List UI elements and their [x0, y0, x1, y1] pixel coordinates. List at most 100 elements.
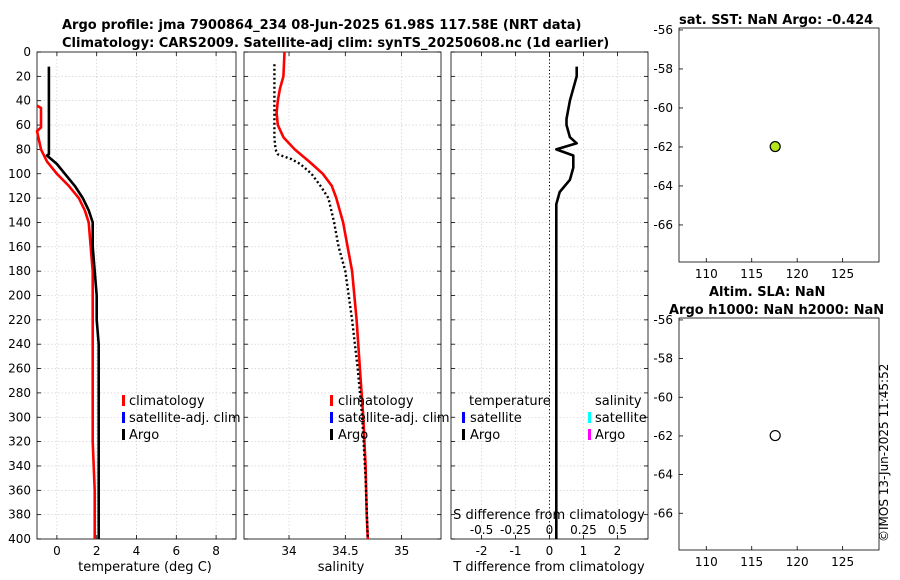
legend-label-s-argo: Argo [595, 428, 625, 443]
legend-swatch-t-satellite [462, 412, 465, 423]
sst-point [769, 140, 781, 153]
xtick2-label: -0.25 [500, 523, 531, 537]
xtick2-label: 0.5 [608, 523, 627, 537]
xtick2-label: 0.25 [570, 523, 597, 537]
t-diff-xlabel: T difference from climatology [452, 560, 645, 575]
ytick-label: 20 [16, 69, 31, 83]
ytick-label: 340 [8, 459, 31, 473]
xtick-label: -2 [476, 544, 488, 558]
salinity-xlabel: salinity [318, 560, 365, 575]
imos-credit: ©IMOS 13-Jun-2025 11:45:52 [877, 364, 891, 542]
legend-swatch-argo [330, 429, 333, 440]
ytick-label: 300 [8, 410, 31, 424]
xtick-label: 125 [831, 555, 854, 569]
salinity-legend: climatology satellite-adj. clim Argo [330, 394, 450, 443]
ytick-label: 400 [8, 532, 31, 546]
ytick-label: 220 [8, 313, 31, 327]
ytick-label: 120 [8, 191, 31, 205]
ytick-label: 180 [8, 264, 31, 278]
legend-swatch-t-argo [462, 429, 465, 440]
ytick-label: 0 [23, 45, 31, 59]
legend-label-satellite: satellite-adj. clim [338, 411, 450, 426]
legend-swatch-satellite [122, 412, 125, 423]
ytick-label: 60 [16, 118, 31, 132]
ytick-label: -62 [653, 429, 673, 443]
legend-label-s-satellite: satellite [595, 411, 647, 426]
legend-swatch-s-satellite [588, 412, 591, 423]
legend-label-satellite: satellite-adj. clim [129, 411, 241, 426]
legend-label-argo: Argo [129, 428, 159, 443]
legend-label-argo: Argo [338, 428, 368, 443]
legend-swatch-argo [122, 429, 125, 440]
map-frame [678, 27, 880, 263]
ytick-label: -66 [653, 506, 673, 520]
ytick-label: -64 [653, 179, 673, 193]
ytick-label: 240 [8, 337, 31, 351]
map-frame [678, 317, 880, 551]
ytick-label: -58 [653, 62, 673, 76]
ytick-label: 320 [8, 435, 31, 449]
xtick2-label: -0.5 [470, 523, 493, 537]
xtick-label: 0 [546, 544, 554, 558]
temperature-legend: climatology satellite-adj. clim Argo [122, 394, 241, 443]
sla-map-title2: Argo h1000: NaN h2000: NaN [669, 303, 884, 318]
xtick-label: 115 [740, 267, 763, 281]
xtick-label: 35 [394, 544, 409, 558]
xtick-label: 34 [281, 544, 296, 558]
xtick-label: 2 [614, 544, 622, 558]
argo-line [45, 66, 100, 539]
ytick-label: -56 [653, 23, 673, 37]
legend-label-climatology: climatology [338, 394, 414, 409]
ytick-label: 360 [8, 483, 31, 497]
xtick-label: -1 [510, 544, 522, 558]
xtick-label: 120 [786, 267, 809, 281]
ytick-label: -58 [653, 352, 673, 366]
sst-map-panel: -56 -58 -60 -62 -64 -66 110 115 120 125 [653, 23, 880, 281]
ytick-label: -60 [653, 101, 673, 115]
figure-title-line1: Argo profile: jma 7900864_234 08-Jun-202… [62, 18, 581, 33]
xtick-label: 8 [212, 544, 220, 558]
ytick-label: -62 [653, 140, 673, 154]
ytick-label: 200 [8, 289, 31, 303]
legend-title-temperature: temperature [469, 394, 551, 409]
ytick-label: 380 [8, 508, 31, 522]
sla-map-title: Altim. SLA: NaN [709, 285, 825, 300]
legend-label-t-satellite: satellite [470, 411, 522, 426]
climatology-line [275, 51, 370, 540]
ytick-label: 40 [16, 94, 31, 108]
salinity-panel: 34 34.5 35 [243, 51, 442, 558]
ytick-label: 100 [8, 167, 31, 181]
xtick-label: 2 [93, 544, 101, 558]
xtick-label: 0 [53, 544, 61, 558]
xtick-label: 120 [786, 555, 809, 569]
sla-point [769, 429, 781, 442]
temperature-xlabel: temperature (deg C) [78, 560, 212, 575]
xtick2-label: 0 [546, 523, 554, 537]
ytick-label: 260 [8, 362, 31, 376]
ytick-label: -64 [653, 468, 673, 482]
xtick-label: 34.5 [332, 544, 359, 558]
figure-title-line2: Climatology: CARS2009. Satellite-adj cli… [62, 36, 609, 51]
sla-map-panel: -56 -58 -60 -62 -64 -66 110 115 120 125 [653, 313, 880, 569]
ytick-label: 280 [8, 386, 31, 400]
sst-map-title: sat. SST: NaN Argo: -0.424 [679, 13, 873, 28]
legend-swatch-climatology [330, 395, 333, 406]
legend-swatch-s-argo [588, 429, 591, 440]
legend-swatch-climatology [122, 395, 125, 406]
ytick-label: 80 [16, 142, 31, 156]
xtick-label: 125 [831, 267, 854, 281]
xtick-label: 110 [695, 267, 718, 281]
argo-diff-line [554, 66, 579, 539]
climatology-line [35, 104, 96, 539]
ytick-label: -66 [653, 218, 673, 232]
legend-label-t-argo: Argo [470, 428, 500, 443]
argo-line [273, 64, 369, 540]
xtick-label: 1 [580, 544, 588, 558]
xtick-label: 115 [740, 555, 763, 569]
difference-legend: temperature satellite Argo salinity sate… [462, 394, 647, 443]
ytick-label: 160 [8, 240, 31, 254]
difference-panel: -2 -1 0 1 2 -0.5 -0.25 0 0.25 0.5 [450, 51, 649, 558]
xtick-label: 110 [695, 555, 718, 569]
xtick-label: 6 [172, 544, 180, 558]
